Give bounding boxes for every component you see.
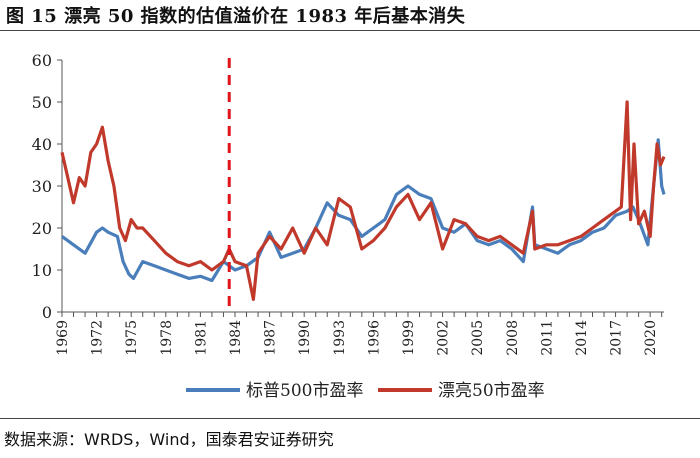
y-tick-label: 30 xyxy=(32,177,52,196)
legend-label: 漂亮50市盈率 xyxy=(438,381,545,401)
x-tick-label: 1978 xyxy=(159,320,175,356)
x-tick-label: 1975 xyxy=(124,320,140,356)
x-tick-label: 1990 xyxy=(297,320,313,356)
y-tick-label: 0 xyxy=(42,303,52,322)
x-tick-label: 1996 xyxy=(366,320,382,356)
x-tick-label: 2002 xyxy=(436,320,452,356)
x-tick-label: 1969 xyxy=(55,320,71,356)
y-tick-label: 50 xyxy=(32,93,52,112)
y-tick-label: 20 xyxy=(32,219,52,238)
x-tick-label: 2008 xyxy=(505,320,521,356)
x-tick-label: 2005 xyxy=(470,320,486,356)
x-tick-label: 2014 xyxy=(574,320,590,356)
series-line-sp500 xyxy=(61,138,666,283)
y-tick-label: 60 xyxy=(32,51,52,70)
legend-label: 标普500市盈率 xyxy=(246,381,363,401)
x-tick-label: 1984 xyxy=(228,320,244,356)
x-tick-label: 1993 xyxy=(332,320,348,356)
chart-svg: 0 10 20 30 40 50 60 1969 1972 1975 1978 1981 1984 198… xyxy=(32,51,666,401)
figure-title: 图 15 漂亮 50 指数的估值溢价在 1983 年后基本消失 xyxy=(6,6,466,27)
x-tick-label: 2020 xyxy=(643,320,659,356)
x-tick-label: 2011 xyxy=(539,320,555,356)
x-tick-label: 1972 xyxy=(90,320,106,356)
x-tick-label: 1987 xyxy=(263,320,279,356)
y-tick-label: 10 xyxy=(32,261,52,280)
top-divider xyxy=(0,30,700,31)
chart: 0 10 20 30 40 50 60 1969 1972 1975 1978 1981 1984 198… xyxy=(0,34,700,414)
x-tick-label: 2017 xyxy=(609,320,625,356)
bottom-divider xyxy=(0,418,700,419)
source-note: 数据来源：WRDS，Wind，国泰君安证券研究 xyxy=(4,430,334,449)
y-tick-label: 40 xyxy=(32,135,52,154)
x-tick-label: 1999 xyxy=(401,320,417,356)
series-line-nifty50 xyxy=(60,100,666,301)
x-tick-label: 1981 xyxy=(193,320,209,356)
